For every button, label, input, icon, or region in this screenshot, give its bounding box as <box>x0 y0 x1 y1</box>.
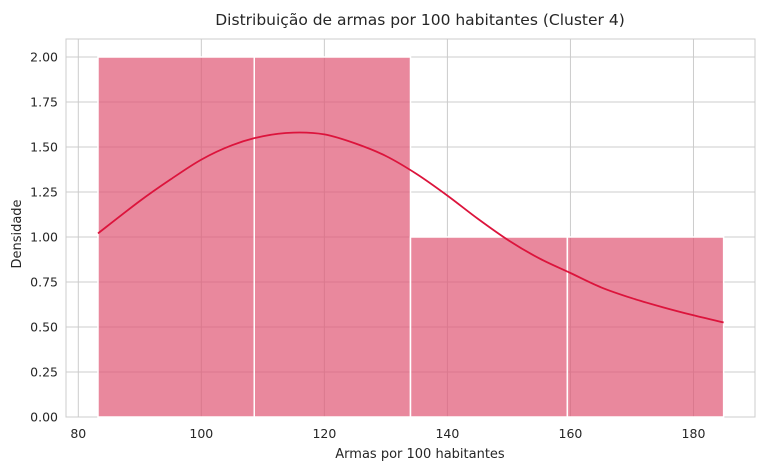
kde-curve <box>97 131 724 324</box>
y-tick-label: 0.00 <box>30 410 58 425</box>
y-tick-label: 1.50 <box>30 140 58 155</box>
histogram-bar-2 <box>253 56 412 418</box>
x-tick-label: 80 <box>70 426 86 441</box>
chart-title: Distribuição de armas por 100 habitantes… <box>215 11 625 29</box>
histogram-bar-4 <box>566 236 725 418</box>
y-tick-label: 0.75 <box>30 275 58 290</box>
kde-curve-group <box>97 131 724 324</box>
x-tick-label: 120 <box>312 426 336 441</box>
y-axis-title: Densidade <box>10 199 25 268</box>
y-axis-ticks: 0.00 0.25 0.50 0.75 1.00 1.25 1.50 1.75 2.00 <box>30 50 58 425</box>
y-tick-label: 2.00 <box>30 50 58 65</box>
histogram-bar-1 <box>97 56 255 418</box>
x-axis-ticks: 80 100 120 140 160 180 <box>70 426 705 441</box>
histogram-bars <box>97 56 725 418</box>
x-tick-label: 180 <box>682 426 706 441</box>
y-tick-label: 0.50 <box>30 320 58 335</box>
y-tick-label: 1.75 <box>30 95 58 110</box>
x-tick-label: 100 <box>189 426 213 441</box>
x-tick-label: 160 <box>559 426 583 441</box>
y-tick-label: 0.25 <box>30 365 58 380</box>
x-axis-title: Armas por 100 habitantes <box>335 447 505 462</box>
y-tick-label: 1.25 <box>30 185 58 200</box>
x-tick-label: 140 <box>435 426 459 441</box>
y-tick-label: 1.00 <box>30 230 58 245</box>
histogram-bar-3 <box>409 236 569 418</box>
